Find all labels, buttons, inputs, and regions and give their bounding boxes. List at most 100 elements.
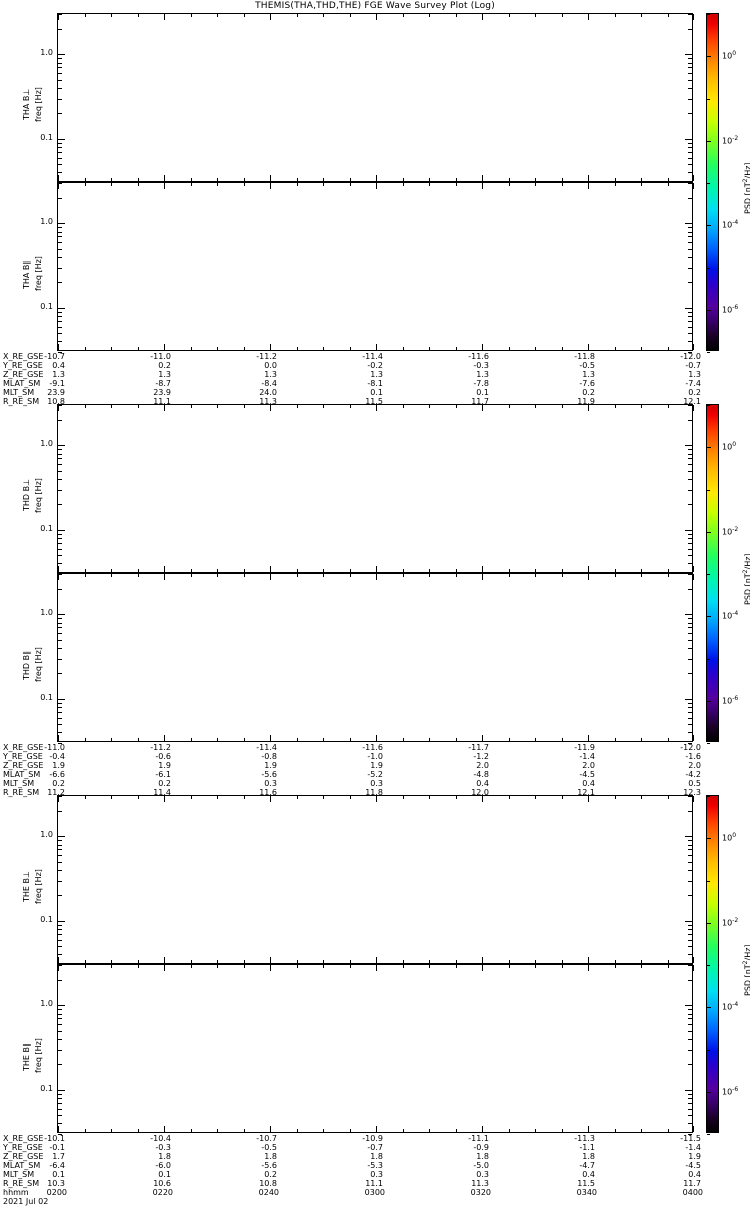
y-axis-title-thd-bpar: freq [Hz] [34,646,43,682]
y-tick [58,796,62,797]
colorbar-tick-label: 10-4 [722,219,739,230]
x-tick [376,796,377,802]
x-tick [668,1129,669,1132]
y-tick [688,257,692,258]
y-tick [58,934,62,935]
y-tick [58,445,65,446]
y-tick [688,1123,692,1124]
annotation-label-x_re_gse: X_RE_GSE [3,352,44,361]
x-tick [641,178,642,181]
y-tick [58,538,62,539]
x-tick [588,574,589,580]
y-tick [58,80,62,81]
x-tick [244,14,245,17]
x-tick [138,960,139,963]
annotation-value: -4.5 [579,770,595,779]
annotation-value: -11.1 [468,1134,489,1143]
annotation-value: -4.5 [685,1161,701,1170]
colorbar-minor-tick [707,183,710,184]
x-tick [297,574,298,577]
x-tick [403,796,404,799]
y-tick [58,236,62,237]
y-tick [685,308,692,309]
x-tick [641,796,642,799]
y-tick [58,73,62,74]
annotation-value: 1.3 [158,370,171,379]
x-tick [588,405,589,411]
colorbar-minor-tick [707,923,710,924]
y-tick [58,63,62,64]
x-tick [58,14,59,20]
y-tick [688,563,692,564]
x-tick-time-label: 0340 [576,1188,597,1197]
y-tick [688,249,692,250]
y-tick-label: 1.0 [40,999,53,1009]
x-tick [297,405,298,408]
x-tick [482,574,483,580]
x-tick [191,347,192,350]
colorbar-tick-label: 10-4 [722,610,739,621]
x-tick [482,183,483,189]
annotation-value: 1.8 [158,1152,171,1161]
x-tick [535,965,536,968]
annotation-label-y_re_gse: Y_RE_GSE [3,1143,43,1152]
x-tick [323,569,324,572]
panel-series-label-the-bperp: THE B⊥ [22,870,31,902]
annotation-label-mlat_sm: MLAT_SM [3,1161,41,1170]
x-tick [217,183,218,186]
annotation-value: 1.8 [264,1152,277,1161]
x-tick [138,738,139,741]
x-tick [217,569,218,572]
colorbar-minor-tick [707,616,710,617]
y-tick [58,845,62,846]
y-tick [58,1005,65,1006]
y-tick [58,623,62,624]
x-tick [244,347,245,350]
annotation-value: 0.1 [476,388,489,397]
y-tick [58,1014,62,1015]
x-tick [509,960,510,963]
x-tick [85,405,86,408]
annotation-value: -11.3 [574,1134,595,1143]
y-tick [58,67,62,68]
y-tick [688,724,692,725]
y-tick [58,811,62,812]
annotation-value: -1.0 [367,752,383,761]
colorbar-2 [706,795,719,1135]
annotation-value: -0.6 [155,752,171,761]
y-tick [688,796,692,797]
x-tick [588,965,589,971]
y-tick [58,712,62,713]
y-tick [58,836,65,837]
annotation-value: -7.6 [579,379,595,388]
y-tick [58,543,62,544]
x-tick [323,1129,324,1132]
y-tick [58,743,62,744]
x-tick [85,569,86,572]
x-tick [509,347,510,350]
x-tick [323,178,324,181]
x-tick [270,735,271,741]
y-tick [58,268,62,269]
x-tick [641,960,642,963]
annotation-value: 12.1 [577,788,595,797]
annotation-value: 0.4 [52,361,65,370]
x-tick [350,738,351,741]
y-tick [58,183,62,184]
y-tick [58,333,62,334]
y-tick [58,840,62,841]
x-tick [350,960,351,963]
x-tick [244,569,245,572]
y-tick [58,589,62,590]
y-tick [58,308,65,309]
x-tick [615,960,616,963]
x-tick [323,965,324,968]
annotation-value: -0.3 [155,1143,171,1152]
annotation-value: -6.1 [155,770,171,779]
x-tick [588,1126,589,1132]
colorbar-minor-tick [707,268,710,269]
plot-panel-tha-bperp [57,13,694,184]
x-tick [588,796,589,802]
annotation-value: -4.2 [685,770,701,779]
x-tick [535,796,536,799]
